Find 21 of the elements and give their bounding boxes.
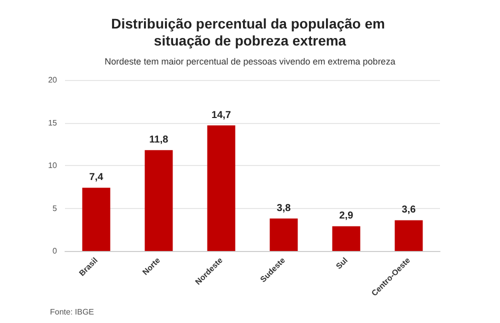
bar xyxy=(207,125,236,251)
data-label: 14,7 xyxy=(212,110,232,121)
chart-subtitle: Nordeste tem maior percentual de pessoas vivendo em extrema pobreza xyxy=(104,56,396,66)
y-tick-label: 20 xyxy=(48,76,58,84)
chart-title: Distribuição percentual da população em situação de pobreza extrema xyxy=(111,16,389,48)
data-label: 3,6 xyxy=(402,204,416,216)
bar xyxy=(82,188,110,251)
y-tick-label: 15 xyxy=(48,118,58,128)
bar xyxy=(144,150,173,251)
data-label: 3,8 xyxy=(276,203,292,214)
bar xyxy=(270,218,298,251)
y-tick-label: 0 xyxy=(52,246,58,256)
data-label: 11,8 xyxy=(149,134,169,146)
source-note: Fonte: IBGE xyxy=(50,308,94,316)
bar xyxy=(394,220,423,251)
x-tick-label: Sul xyxy=(334,256,350,271)
data-label: 2,9 xyxy=(339,210,354,222)
y-tick-label: 10 xyxy=(48,161,58,170)
bar xyxy=(332,226,360,251)
y-tick-label: 5 xyxy=(52,204,58,213)
data-label: 7,4 xyxy=(89,172,104,184)
